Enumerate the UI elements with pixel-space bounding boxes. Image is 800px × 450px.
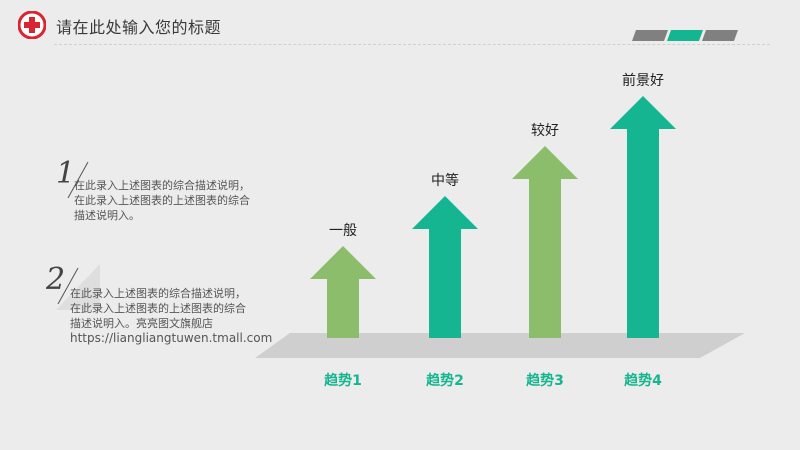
slash-divider-icon: [67, 161, 89, 199]
arrow-label-2: 中等: [431, 173, 459, 189]
block-number-1: 1: [56, 156, 76, 191]
category-label-4: 趋势4: [624, 373, 662, 389]
trend-arrow-3: [512, 146, 578, 338]
block-1-line-1: 在此录入上述图表的综合描述说明，: [74, 179, 250, 192]
block-1-line-2: 在此录入上述图表的上述图表的综合: [74, 194, 250, 207]
trend-arrow-1: [310, 246, 376, 338]
trend-arrow-2: [412, 196, 478, 338]
block-2-line-3: 描述说明入。亮亮图文旗舰店: [70, 317, 213, 330]
category-label-3: 趋势3: [526, 373, 564, 389]
page-title: 请在此处输入您的标题: [56, 18, 222, 37]
arrow-label-1: 一般: [329, 223, 357, 239]
category-label-1: 趋势1: [324, 373, 362, 389]
block-text-1: 在此录入上述图表的综合描述说明， 在此录入上述图表的上述图表的综合 描述说明入。: [74, 178, 250, 223]
block-2-line-2: 在此录入上述图表的上述图表的综合: [70, 302, 246, 315]
block-text-2: 在此录入上述图表的综合描述说明， 在此录入上述图表的上述图表的综合 描述说明入。…: [70, 286, 272, 346]
block-number-2: 2: [46, 262, 66, 297]
slash-divider-icon: [57, 267, 79, 305]
arrow-label-4: 前景好: [622, 73, 664, 89]
block-2-line-1: 在此录入上述图表的综合描述说明，: [70, 287, 246, 300]
medical-cross-logo-icon: [18, 11, 46, 39]
category-label-2: 趋势2: [426, 373, 464, 389]
header-divider: [54, 44, 770, 45]
block-1-line-3: 描述说明入。: [74, 209, 140, 222]
arrow-label-3: 较好: [531, 123, 559, 139]
trend-arrow-4: [610, 96, 676, 338]
block-2-line-4: https://liangliangtuwen.tmall.com: [70, 331, 273, 345]
triangle-decoration-icon: [56, 264, 100, 310]
